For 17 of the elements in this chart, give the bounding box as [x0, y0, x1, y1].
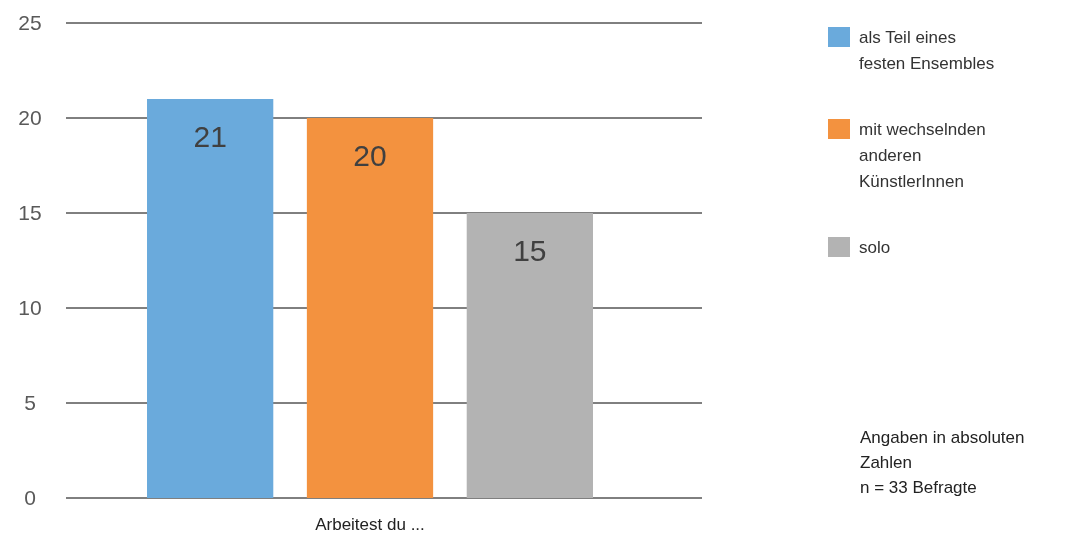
bar	[466, 213, 593, 498]
data-label: 15	[513, 234, 547, 267]
legend-label: mit wechselnden anderen KünstlerInnen	[859, 120, 986, 191]
y-tick-label: 25	[18, 11, 42, 34]
bar	[306, 118, 434, 498]
bar	[147, 99, 274, 498]
text: n = 33 Befragte	[860, 478, 977, 497]
x-tick-label: Arbeitest du ...	[315, 515, 425, 534]
data-label: 20	[353, 139, 387, 172]
y-tick-label: 10	[18, 296, 42, 319]
y-tick-label: 0	[24, 486, 36, 509]
data-label: 21	[193, 120, 227, 153]
y-tick-label: 5	[24, 391, 36, 414]
legend-label: solo	[859, 238, 891, 257]
y-tick-label: 20	[18, 106, 42, 129]
y-tick-label: 15	[18, 201, 42, 224]
legend-label: als Teil eines festen Ensembles	[859, 28, 995, 73]
